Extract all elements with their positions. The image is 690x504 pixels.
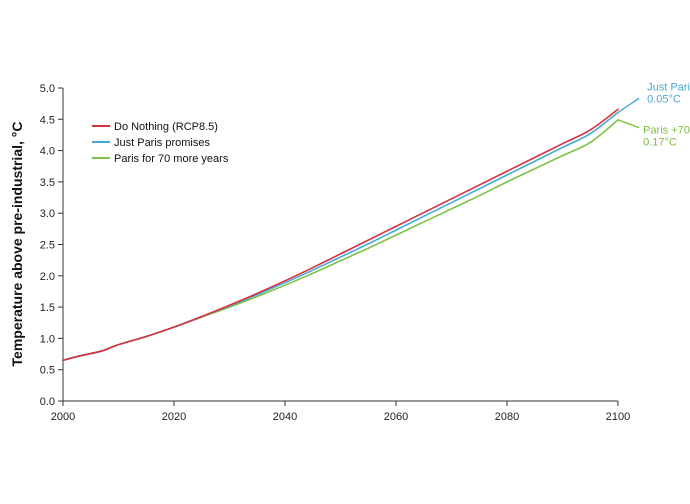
legend-label: Just Paris promises [114,137,210,149]
x-tick-label: 2100 [606,411,630,423]
legend-label: Do Nothing (RCP8.5) [114,121,218,133]
y-tick-label: 5.0 [40,83,55,95]
annotation-label: 0.17°C [643,137,677,149]
y-tick-label: 3.5 [40,177,55,189]
chart-axes: 0.0 0.5 1.0 1.5 2.0 2.5 3.0 3.5 4.0 4.5 5.0 2000 202… [40,83,631,423]
y-tick-label: 0.5 [40,365,55,377]
x-tick-label: 2020 [162,411,186,423]
annotation-label: 0.05°C [647,93,681,105]
y-tick-label: 4.5 [40,114,55,126]
annotation-leader [617,97,640,113]
annotation-label: Just Paris [647,81,690,93]
chart-legend: Do Nothing (RCP8.5) Just Paris promises Pa… [92,121,229,165]
y-tick-label: 2.5 [40,240,55,252]
x-tick-label: 2080 [495,411,519,423]
y-tick-label: 1.0 [40,333,55,345]
annotation-label: Paris +70 [643,125,690,137]
y-axis-title: Temperature above pre-industrial, °C [9,122,25,367]
y-tick-label: 0.0 [40,396,55,408]
series-line-do-nothing [62,108,619,362]
legend-label: Paris for 70 more years [114,153,229,165]
series-line-just-paris [62,111,619,362]
y-tick-label: 4.0 [40,146,55,158]
x-tick-label: 2060 [384,411,408,423]
x-tick-label: 2040 [273,411,297,423]
annotation-leader [617,119,640,129]
y-tick-label: 1.5 [40,302,55,314]
chart-annotations: Just Paris0.05°C Paris +700.17°C [617,81,690,149]
y-tick-label: 3.0 [40,208,55,220]
chart-series-layer [62,108,619,362]
y-tick-label: 2.0 [40,271,55,283]
x-tick-label: 2000 [51,411,75,423]
